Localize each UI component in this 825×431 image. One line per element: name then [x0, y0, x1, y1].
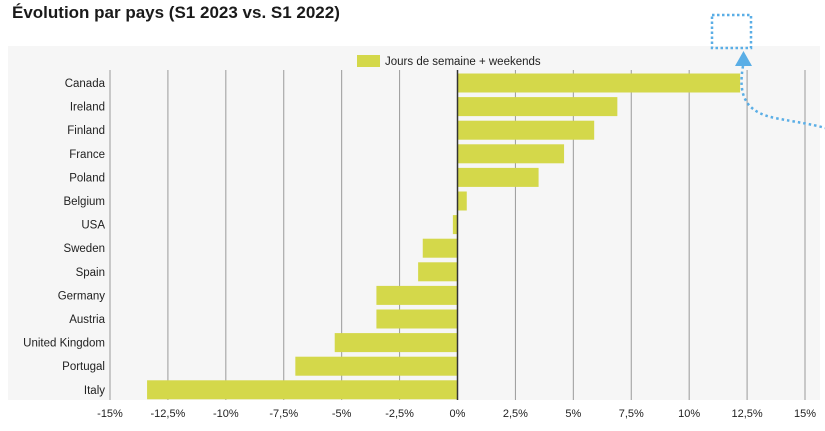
bar-portugal: [295, 356, 458, 376]
category-label: Austria: [69, 314, 105, 326]
bar-italy: [147, 380, 458, 400]
bar-poland: [457, 167, 539, 187]
x-tick-label: 12,5%: [731, 408, 762, 420]
chart-title: Évolution par pays (S1 2023 vs. S1 2022): [12, 3, 340, 22]
bar-canada: [457, 73, 741, 93]
x-tick-label: -2,5%: [385, 408, 414, 420]
category-label: United Kingdom: [23, 338, 105, 350]
legend-swatch: [357, 55, 380, 67]
category-label: Poland: [69, 172, 105, 184]
category-label: Spain: [76, 267, 105, 279]
category-label: Germany: [58, 290, 106, 302]
x-tick-label: -15%: [97, 408, 123, 420]
x-tick-label: 2,5%: [503, 408, 528, 420]
category-label: France: [69, 149, 105, 161]
x-tick-label: 10%: [678, 408, 700, 420]
bar-belgium: [457, 191, 467, 211]
x-tick-label: 5%: [565, 408, 581, 420]
legend-label: Jours de semaine + weekends: [385, 56, 541, 68]
category-label: Ireland: [70, 102, 105, 114]
category-label: USA: [81, 220, 105, 232]
bar-austria: [376, 309, 458, 329]
x-tick-label: 7,5%: [619, 408, 644, 420]
bar-france: [457, 144, 565, 164]
category-label: Portugal: [62, 361, 105, 373]
category-label: Belgium: [63, 196, 105, 208]
annotation-dotted-box: [710, 13, 753, 50]
category-label: Canada: [65, 78, 106, 90]
bar-germany: [376, 285, 458, 305]
bar-ireland: [457, 97, 618, 117]
bar-usa: [452, 215, 458, 235]
bar-united-kingdom: [334, 333, 458, 353]
x-tick-label: -5%: [332, 408, 352, 420]
category-label: Sweden: [63, 243, 105, 255]
bar-finland: [457, 120, 595, 140]
bar-sweden: [422, 238, 458, 258]
x-tick-label: 0%: [450, 408, 466, 420]
x-tick-label: -12,5%: [150, 408, 185, 420]
category-label: Italy: [84, 385, 105, 397]
x-tick-label: -7,5%: [269, 408, 298, 420]
annotation-arrow-head: [735, 51, 752, 66]
x-tick-label: -10%: [213, 408, 239, 420]
x-tick-label: 15%: [794, 408, 816, 420]
category-label: Finland: [67, 125, 105, 137]
bar-spain: [418, 262, 458, 282]
